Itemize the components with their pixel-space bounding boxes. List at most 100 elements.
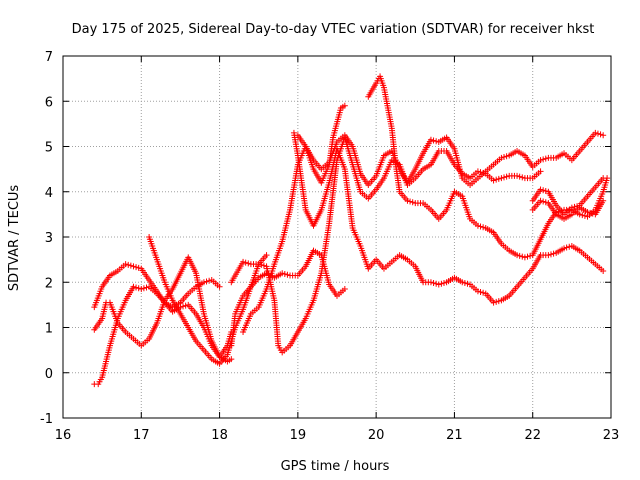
data-point — [464, 280, 471, 287]
series-sat-k — [529, 175, 607, 218]
data-point — [516, 252, 523, 259]
data-point — [477, 289, 484, 296]
data-point — [427, 136, 434, 143]
series-sat-j — [365, 73, 611, 261]
data-point — [180, 303, 187, 310]
data-point — [133, 284, 140, 291]
data-point — [341, 286, 348, 293]
data-point — [521, 254, 528, 261]
data-point — [600, 132, 607, 139]
data-point — [490, 177, 497, 184]
data-point — [480, 224, 487, 231]
data-point — [127, 262, 134, 269]
data-point — [527, 252, 534, 259]
chart-title: Day 175 of 2025, Sidereal Day-to-day VTE… — [72, 22, 595, 37]
data-point — [427, 279, 434, 286]
data-point — [409, 199, 416, 206]
data-point — [474, 288, 481, 295]
data-point — [542, 187, 549, 194]
data-point — [584, 209, 591, 216]
y-tick-label: 3 — [45, 231, 53, 246]
data-point — [519, 174, 526, 181]
series-sat-b — [91, 261, 223, 311]
data-point — [581, 212, 588, 219]
data-point — [498, 175, 505, 182]
data-point — [537, 197, 544, 204]
x-tick-label: 22 — [524, 428, 541, 443]
y-tick-label: 6 — [45, 95, 53, 110]
data-point — [135, 264, 142, 271]
data-point — [130, 263, 137, 270]
data-point — [459, 279, 466, 286]
data-point — [540, 156, 547, 163]
data-point — [138, 286, 145, 293]
y-tick-label: 2 — [45, 276, 53, 291]
x-tick-label: 18 — [211, 428, 228, 443]
data-point — [240, 258, 247, 265]
data-point — [279, 270, 286, 277]
data-point — [477, 169, 484, 176]
series-sat-l — [529, 197, 607, 222]
data-marks — [91, 73, 611, 388]
data-point — [571, 203, 578, 210]
data-point — [430, 280, 437, 287]
data-point — [206, 277, 213, 284]
x-tick-label: 17 — [133, 428, 150, 443]
data-point — [474, 222, 481, 229]
data-point — [597, 131, 604, 138]
data-point — [524, 253, 531, 260]
x-tick-label: 16 — [55, 428, 72, 443]
data-point — [501, 174, 508, 181]
x-axis-label: GPS time / hours — [281, 459, 390, 474]
data-point — [600, 175, 607, 182]
data-point — [260, 262, 267, 269]
data-point — [514, 172, 521, 179]
data-point — [600, 267, 607, 274]
data-point — [537, 168, 544, 175]
data-point — [430, 137, 437, 144]
data-point — [133, 264, 140, 271]
series-sat-h — [290, 129, 607, 306]
data-point — [547, 251, 554, 258]
data-point — [516, 173, 523, 180]
y-tick-label: 5 — [45, 141, 53, 156]
data-point — [589, 210, 596, 217]
data-point — [540, 198, 547, 205]
data-point — [440, 280, 447, 287]
data-point — [495, 175, 502, 182]
series-sat-e — [228, 247, 348, 349]
data-point — [542, 155, 549, 162]
data-point — [143, 284, 150, 291]
data-point — [600, 197, 607, 204]
data-point — [438, 280, 445, 287]
x-tick-label: 23 — [603, 428, 620, 443]
y-tick-label: 4 — [45, 186, 53, 201]
data-point — [501, 154, 508, 161]
data-point — [341, 102, 348, 109]
y-tick-label: 0 — [45, 367, 53, 382]
data-point — [135, 285, 142, 292]
y-tick-label: 7 — [45, 50, 53, 65]
data-point — [550, 250, 557, 257]
data-point — [587, 209, 594, 216]
y-tick-label: -1 — [40, 412, 53, 427]
data-point — [594, 130, 601, 137]
data-point — [245, 260, 252, 267]
data-point — [216, 283, 223, 290]
x-tick-label: 21 — [446, 428, 463, 443]
data-point — [480, 289, 487, 296]
data-point — [568, 204, 575, 211]
series-sat-f — [228, 134, 544, 356]
data-point — [258, 261, 265, 268]
data-point — [435, 281, 442, 288]
data-point — [537, 157, 544, 164]
data-point — [263, 252, 270, 259]
data-point — [561, 245, 568, 252]
data-point — [281, 270, 288, 277]
x-tick-label: 19 — [290, 428, 307, 443]
data-point — [461, 280, 468, 287]
data-point — [490, 299, 497, 306]
data-point — [592, 129, 599, 136]
